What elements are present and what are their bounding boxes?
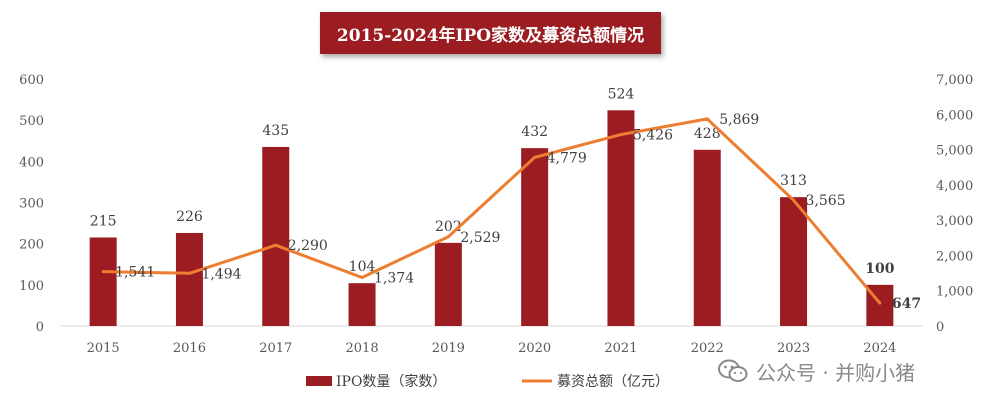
- wechat-icon: [718, 359, 748, 382]
- line-point: [705, 117, 709, 121]
- watermark: 公众号 · 并购小猪: [718, 356, 915, 386]
- line-point: [619, 133, 623, 137]
- line-value-label: 4,779: [547, 150, 587, 166]
- bar-value-label: 524: [608, 86, 635, 102]
- line-value-label: 1,494: [201, 266, 241, 282]
- line-point: [792, 198, 796, 202]
- line-series: [103, 117, 881, 305]
- bar-value-label: 313: [780, 173, 807, 189]
- y-right-tick-label: 1,000: [936, 285, 973, 300]
- line-point: [274, 243, 278, 247]
- bar-value-label: 432: [521, 124, 548, 140]
- line-value-label: 2,529: [460, 230, 500, 246]
- y-left-tick-label: 600: [19, 73, 44, 88]
- line-value-label: 647: [892, 296, 921, 312]
- x-tick-label: 2020: [518, 341, 551, 356]
- x-tick-label: 2024: [863, 341, 896, 356]
- x-tick-label: 2018: [346, 341, 379, 356]
- bar-value-label: 226: [176, 209, 203, 225]
- y-right-tick-label: 3,000: [936, 214, 973, 229]
- bar-value-label: 428: [694, 126, 721, 142]
- y-right-tick-label: 5,000: [936, 144, 973, 159]
- y-left-tick-label: 500: [19, 114, 44, 129]
- y-left-tick-label: 400: [19, 155, 44, 170]
- y-left-tick-label: 100: [19, 279, 44, 294]
- x-tick-label: 2016: [173, 341, 206, 356]
- line-value-label: 5,869: [719, 112, 759, 128]
- bar-value-label: 104: [349, 259, 376, 275]
- bar-value-label: 435: [262, 123, 289, 139]
- watermark-text: 公众号 · 并购小猪: [756, 360, 916, 385]
- bar-value-label: 100: [865, 261, 894, 277]
- legend-bar-swatch: [306, 376, 332, 386]
- line-point: [360, 276, 364, 280]
- x-tick-label: 2015: [87, 341, 120, 356]
- y-left-tick-label: 200: [19, 238, 44, 253]
- y-left-tick-label: 300: [19, 197, 44, 212]
- line-value-label: 1,374: [374, 271, 414, 287]
- line-value-label: 2,290: [288, 238, 328, 254]
- bar-value-label: 215: [90, 213, 117, 229]
- y-right-tick-label: 6,000: [936, 108, 973, 123]
- bar: [89, 237, 117, 326]
- line-point: [187, 271, 191, 275]
- line-point: [878, 301, 882, 305]
- legend-line-label: 募资总额（亿元）: [557, 374, 669, 390]
- chart-title: 2015-2024年IPO家数及募资总额情况: [336, 25, 645, 46]
- legend-bar-label: IPO数量（家数）: [336, 373, 446, 390]
- line-point: [446, 235, 450, 239]
- x-tick-label: 2019: [432, 341, 465, 356]
- bar: [521, 148, 549, 326]
- bar: [780, 197, 808, 326]
- chart-title-box: 2015-2024年IPO家数及募资总额情况: [320, 12, 661, 54]
- line-value-label: 5,426: [633, 128, 673, 144]
- x-tick-label: 2017: [259, 341, 292, 356]
- y-right-tick-label: 2,000: [936, 249, 973, 264]
- y-right-tick-label: 4,000: [936, 179, 973, 194]
- x-tick-label: 2023: [777, 341, 810, 356]
- y-left-tick-label: 0: [36, 320, 44, 335]
- line-value-label: 1,541: [115, 265, 155, 281]
- x-tick-label: 2022: [691, 341, 724, 356]
- line-point: [533, 155, 537, 159]
- bar: [434, 242, 462, 326]
- bar: [175, 232, 203, 326]
- x-tick-label: 2021: [604, 341, 637, 356]
- bar: [607, 110, 635, 326]
- y-right-tick-label: 7,000: [936, 73, 973, 88]
- bar: [693, 149, 721, 326]
- line-point: [101, 270, 105, 274]
- bar: [262, 146, 290, 326]
- y-right-tick-label: 0: [936, 320, 944, 335]
- bar: [348, 283, 376, 326]
- line-value-label: 3,565: [806, 193, 846, 209]
